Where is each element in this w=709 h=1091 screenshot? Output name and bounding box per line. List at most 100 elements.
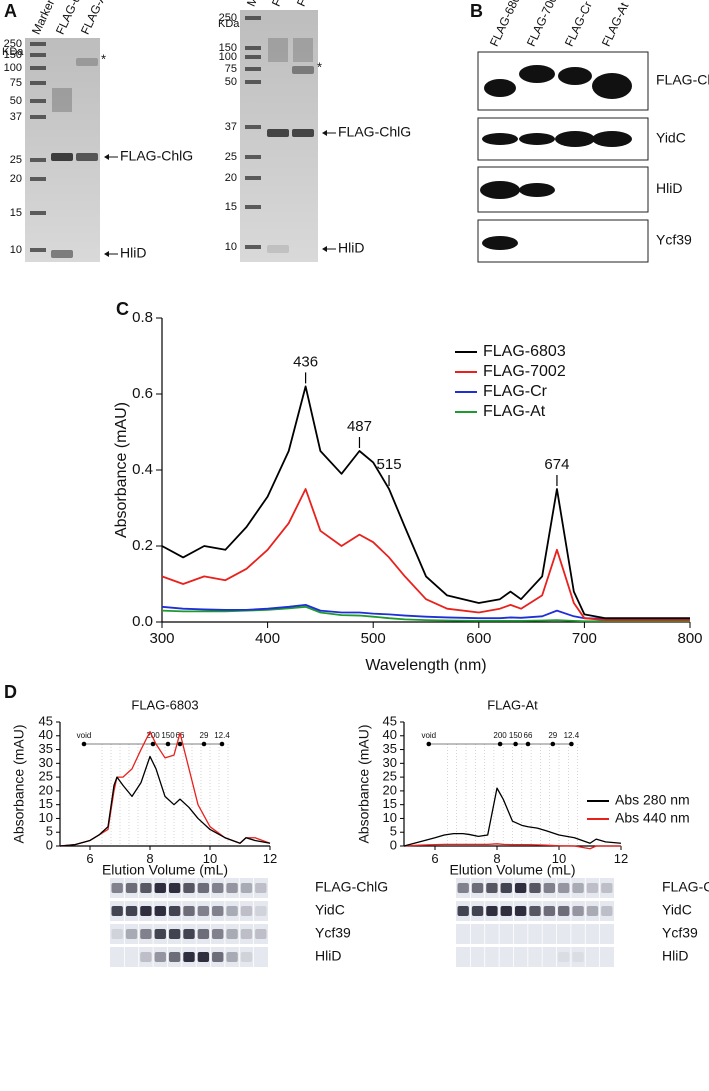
panel-label: A	[4, 1, 17, 21]
blot-band	[558, 67, 592, 85]
asterisk: *	[317, 59, 322, 74]
gel-band	[292, 66, 314, 74]
blot-row-label: HliD	[662, 948, 688, 964]
marker-band	[245, 155, 261, 159]
band-label: HliD	[338, 240, 364, 256]
gel-smear	[293, 38, 313, 62]
blot-band	[572, 906, 584, 916]
blot-row-label: YidC	[656, 130, 686, 146]
gel-smear	[52, 88, 72, 112]
y-tick-label: 0	[390, 837, 397, 852]
marker-label: 12.4	[564, 731, 580, 740]
peak-label: 436	[293, 353, 318, 370]
marker-size: 250	[4, 38, 22, 50]
marker-dot	[426, 741, 432, 747]
blot-band	[558, 883, 570, 893]
blot-band	[529, 883, 541, 893]
panel-label: B	[470, 1, 483, 21]
blot-band	[482, 133, 518, 145]
x-tick-label: 8	[146, 851, 153, 866]
y-tick-label: 10	[383, 810, 397, 825]
blot-band	[529, 906, 541, 916]
band-arrowhead	[104, 154, 109, 160]
y-tick-label: 15	[39, 796, 53, 811]
lane-label: FLAG-At	[599, 0, 632, 49]
blot-row-label: FLAG-ChlG	[656, 72, 709, 88]
blot-band	[519, 133, 555, 145]
marker-size: 10	[10, 244, 22, 256]
y-tick-label: 0.2	[132, 537, 153, 554]
blot-strip	[456, 924, 614, 944]
marker-size: 25	[10, 154, 22, 166]
x-axis-label: Wavelength (nm)	[365, 657, 486, 674]
lane-label: Marker	[244, 0, 272, 9]
gel-band	[292, 129, 314, 137]
marker-dot	[513, 741, 518, 747]
blot-band	[168, 906, 181, 916]
blot-band	[183, 906, 195, 916]
y-tick-label: 45	[39, 713, 53, 728]
blot-band	[197, 952, 210, 962]
marker-band	[245, 55, 261, 59]
marker-label: 29	[200, 731, 209, 740]
marker-band	[30, 115, 46, 119]
marker-size: 15	[10, 207, 22, 219]
marker-dot	[497, 741, 503, 747]
marker-size: 37	[10, 111, 22, 123]
blot-band	[183, 883, 195, 893]
lane-label: FLAG-6803	[487, 0, 526, 49]
blot-band	[255, 929, 267, 939]
marker-band	[245, 80, 261, 84]
band-arrowhead	[322, 246, 327, 252]
band-arrowhead	[104, 251, 109, 257]
blot-band	[482, 236, 518, 250]
marker-band	[245, 125, 261, 129]
y-tick-label: 0.6	[132, 385, 153, 402]
blot-band	[471, 883, 484, 893]
x-tick-label: 10	[552, 851, 566, 866]
marker-band	[245, 176, 261, 180]
data-line	[161, 385, 690, 620]
marker-label: void	[421, 731, 436, 740]
blot-row-label: YidC	[315, 902, 345, 918]
blot-band	[212, 952, 224, 962]
gel-band	[51, 250, 73, 258]
x-tick-label: 10	[203, 851, 217, 866]
panel-label: C	[116, 299, 129, 319]
blot-row-label: HliD	[656, 180, 682, 196]
legend-label: Abs 440 nm	[615, 810, 690, 826]
marker-band	[245, 67, 261, 71]
blot-band	[240, 929, 253, 939]
blot-band	[500, 906, 512, 916]
blot-band	[480, 181, 520, 199]
marker-band	[30, 177, 46, 181]
marker-size: 75	[225, 63, 237, 75]
blot-band	[140, 929, 152, 939]
marker-size: 100	[4, 62, 22, 74]
marker-size: 50	[225, 76, 237, 88]
legend-label: Abs 280 nm	[615, 792, 690, 808]
y-tick-label: 0	[46, 837, 53, 852]
lane-label: FLAG-7002	[524, 0, 563, 49]
blot-band	[197, 929, 210, 939]
blot-band	[486, 883, 498, 893]
marker-size: 50	[10, 95, 22, 107]
blot-band	[125, 906, 138, 916]
marker-band	[30, 211, 46, 215]
blot-band	[543, 906, 556, 916]
marker-label: 12.4	[214, 731, 230, 740]
blot-row-label: FLAG-ChlG	[315, 879, 388, 895]
blot-band	[519, 183, 555, 197]
kda-label: KDa	[218, 18, 240, 30]
x-axis-label: Elution Volume (mL)	[449, 862, 575, 878]
marker-size: 37	[225, 121, 237, 133]
x-tick-label: 400	[255, 630, 280, 647]
blot-band	[255, 906, 267, 916]
y-tick-label: 30	[39, 755, 53, 770]
blot-band	[255, 883, 267, 893]
marker-dot	[150, 741, 156, 747]
blot-band	[183, 929, 195, 939]
y-tick-label: 20	[383, 782, 397, 797]
blot-band	[212, 906, 224, 916]
